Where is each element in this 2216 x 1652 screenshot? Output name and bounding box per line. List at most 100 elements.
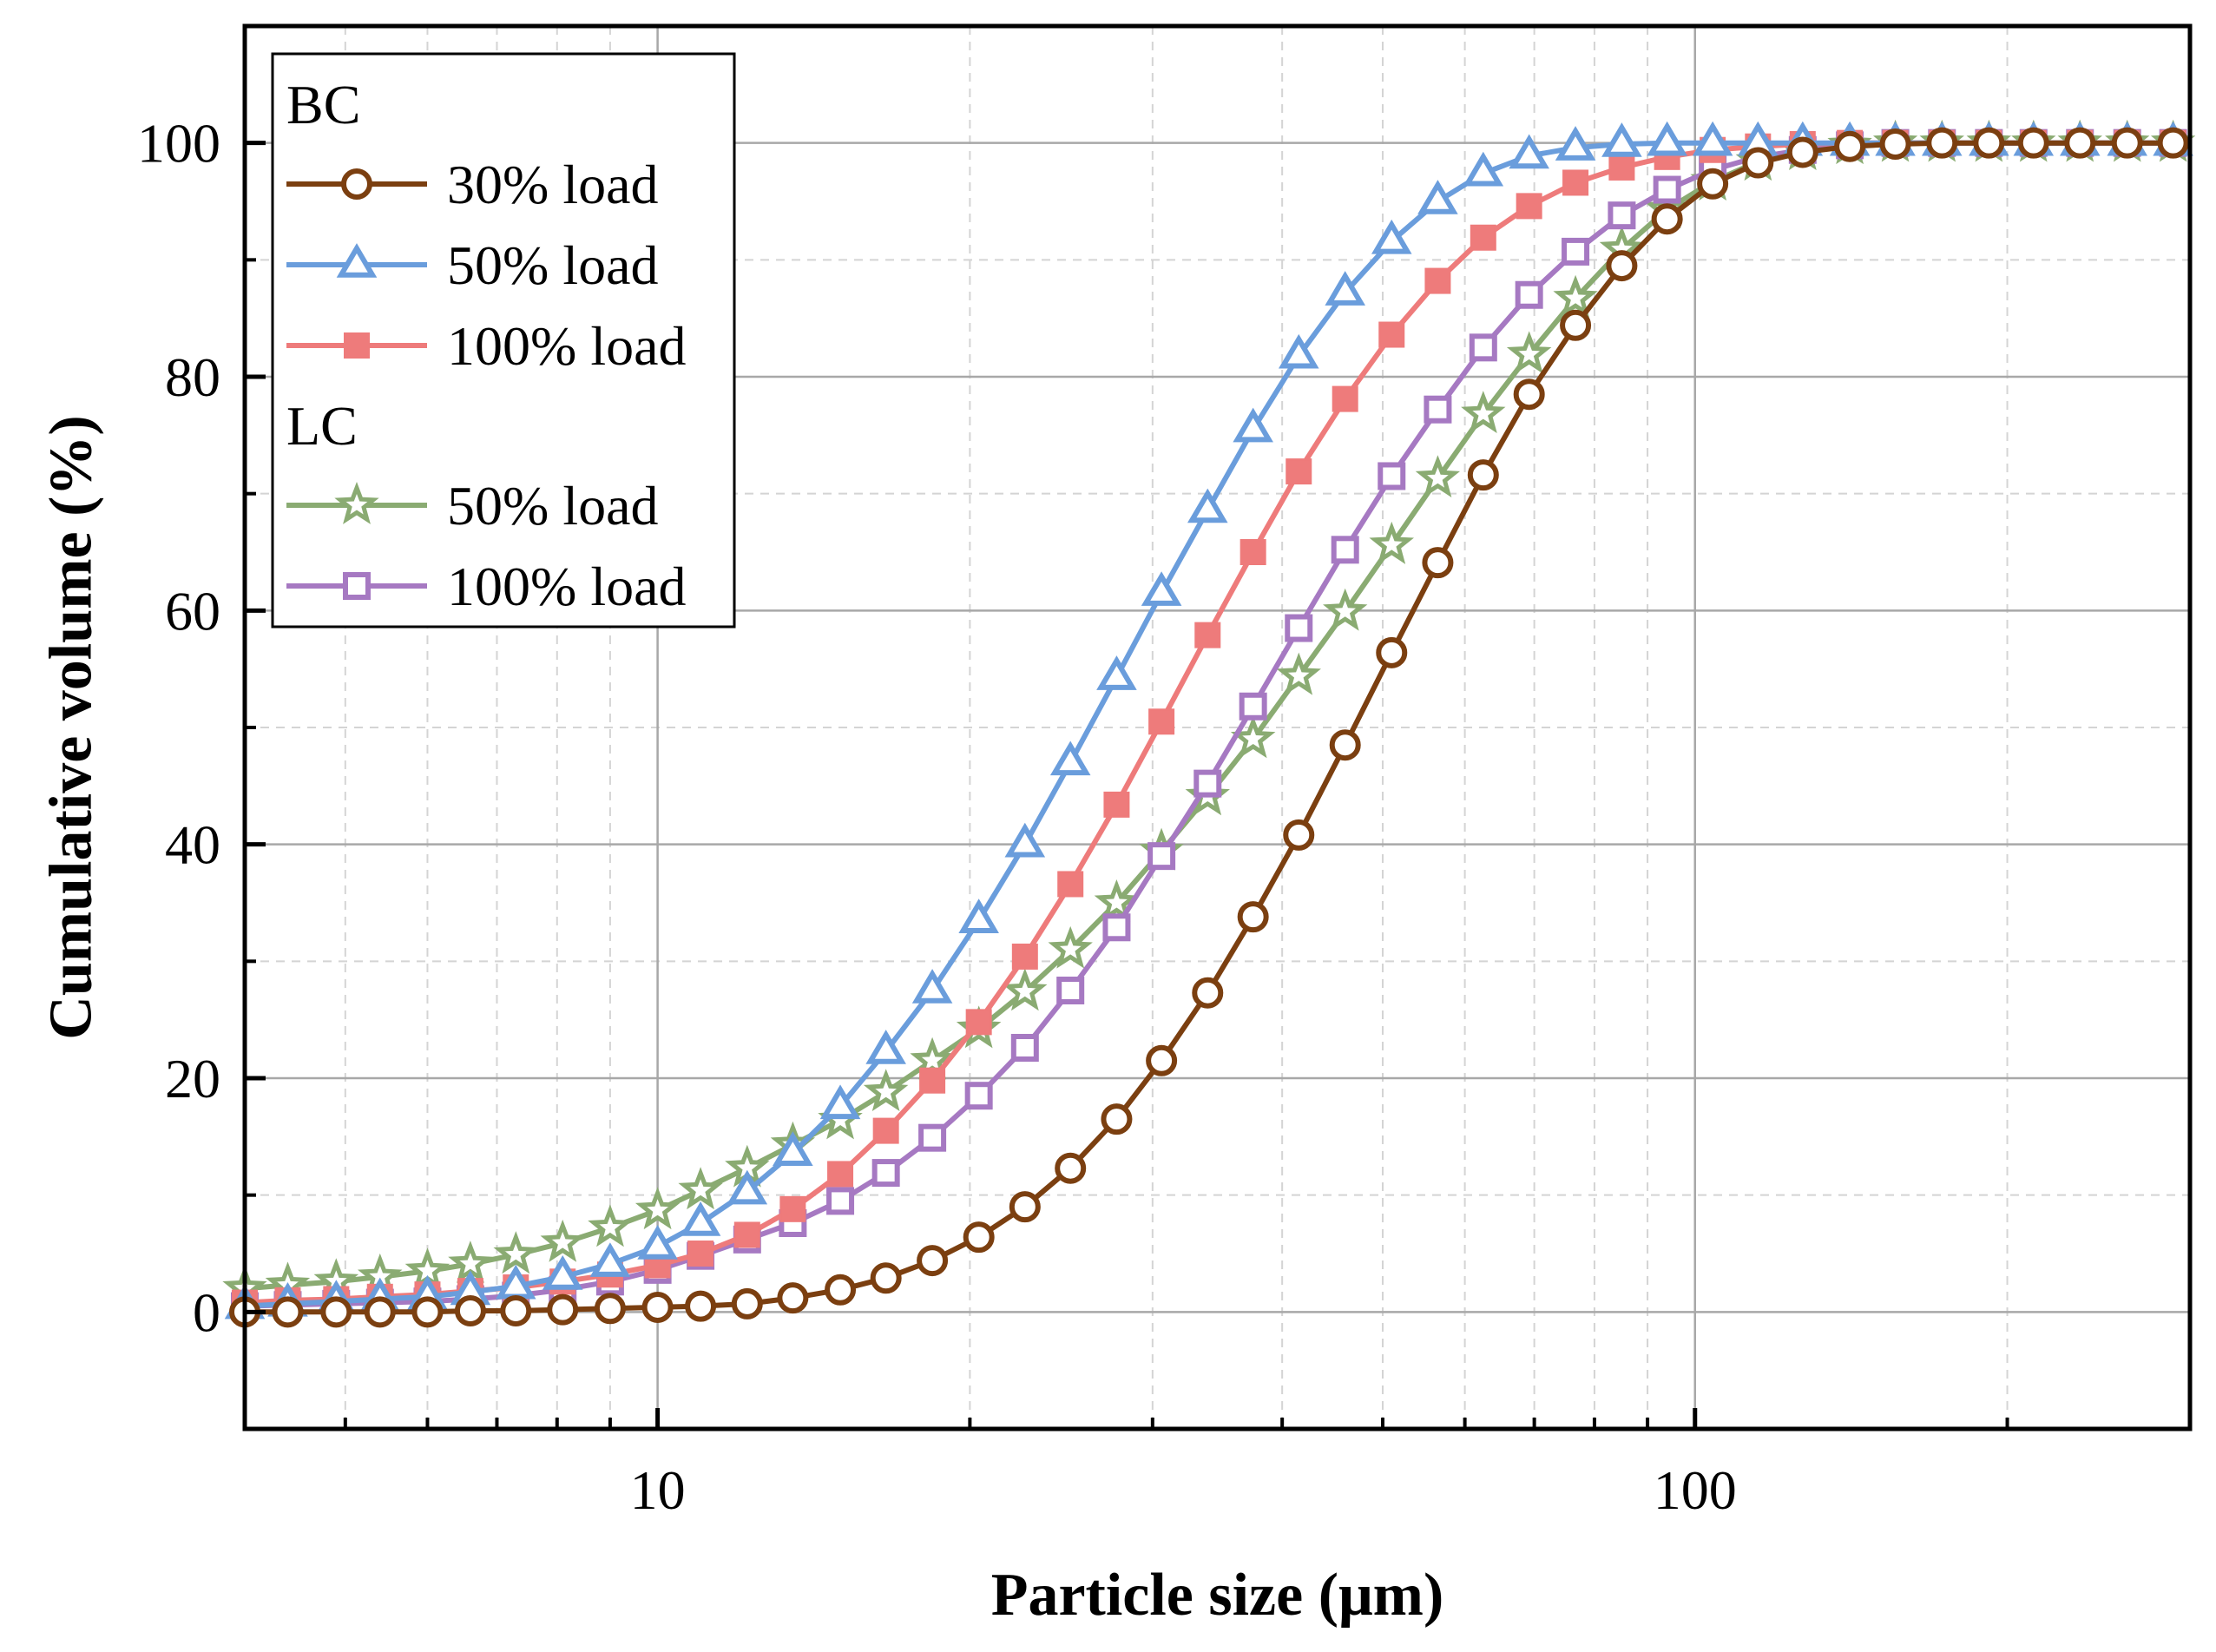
data-point — [827, 1161, 854, 1188]
data-point — [1786, 136, 1818, 168]
data-point — [911, 969, 953, 1004]
data-point — [680, 1201, 721, 1236]
data-point — [588, 1204, 633, 1247]
data-point — [1146, 1044, 1178, 1076]
data-point — [1608, 154, 1635, 181]
data-point — [1879, 128, 1911, 161]
legend-group-title: BC — [286, 74, 360, 135]
data-point — [731, 1287, 763, 1320]
data-point — [1323, 588, 1368, 631]
data-point — [589, 1242, 631, 1277]
data-point — [965, 1009, 992, 1036]
y-tick-label: 60 — [165, 580, 220, 642]
data-point — [2064, 127, 2096, 159]
legend-label: 100% load — [447, 556, 687, 617]
data-point — [1647, 121, 1687, 156]
y-axis-title: Cumulative volume (%) — [38, 415, 105, 1039]
legend-item: 30% load — [286, 154, 659, 215]
data-point — [687, 1241, 714, 1267]
data-point — [1601, 122, 1642, 157]
data-point — [320, 1296, 352, 1328]
y-tick-label: 100 — [137, 113, 220, 174]
data-point — [685, 1290, 717, 1322]
data-point — [1424, 395, 1452, 424]
data-point — [727, 1169, 768, 1205]
data-point — [594, 1293, 626, 1325]
data-point — [1148, 708, 1175, 735]
data-point — [1283, 819, 1315, 851]
data-point — [1653, 175, 1681, 204]
data-point — [1378, 462, 1406, 490]
data-point — [678, 1167, 723, 1210]
data-point — [1973, 127, 2005, 159]
data-point — [411, 1296, 444, 1328]
data-point — [1509, 134, 1549, 169]
y-tick-label: 40 — [165, 814, 220, 876]
data-point — [1141, 571, 1182, 606]
data-point — [1651, 203, 1683, 235]
legend-label: 100% load — [447, 315, 687, 377]
data-point — [733, 1221, 760, 1248]
data-point — [773, 1131, 813, 1166]
data-point — [1424, 267, 1451, 294]
data-point — [1049, 740, 1091, 776]
series-layer — [222, 119, 2196, 1328]
data-point — [641, 1291, 674, 1323]
ticks-layer: 10 100 0 20 40 60 80 100 — [137, 113, 2009, 1521]
legend-item: 50% load — [286, 475, 659, 536]
data-point — [1057, 871, 1084, 898]
data-point — [870, 1262, 902, 1294]
data-point — [825, 1274, 857, 1306]
data-point — [1094, 879, 1140, 922]
data-point — [1697, 168, 1729, 200]
data-point — [1147, 842, 1176, 871]
legend-item: 100% load — [286, 315, 687, 377]
data-point — [1276, 652, 1321, 695]
data-point — [1331, 536, 1359, 564]
data-point — [1325, 271, 1365, 306]
data-point — [2157, 127, 2189, 159]
data-point — [1467, 459, 1499, 491]
data-point — [1192, 977, 1224, 1009]
data-point — [919, 1067, 946, 1094]
legend: BC 30% load 50% load 100% load LC 50% load 100… — [271, 52, 736, 629]
data-point — [1102, 913, 1131, 942]
data-point — [1506, 331, 1552, 374]
data-point — [777, 1282, 809, 1314]
x-axis-title: Particle size (μm) — [991, 1562, 1444, 1629]
data-point — [1369, 521, 1415, 564]
data-point — [1608, 201, 1636, 230]
data-point — [1194, 622, 1221, 648]
data-point — [493, 1231, 539, 1274]
data-point — [336, 243, 378, 278]
data-point — [963, 1221, 995, 1254]
data-point — [1422, 547, 1454, 579]
data-point — [272, 1296, 304, 1328]
data-point — [871, 1159, 900, 1188]
data-point — [2017, 127, 2049, 159]
y-tick-label: 80 — [165, 346, 220, 408]
data-point — [547, 1293, 579, 1326]
data-point — [1056, 977, 1085, 1004]
data-point — [1237, 901, 1269, 933]
data-point — [1048, 925, 1093, 969]
data-point — [1513, 378, 1545, 411]
data-point — [364, 1296, 396, 1328]
data-point — [454, 1294, 486, 1326]
legend-item: 100% load — [286, 556, 687, 617]
data-point — [1463, 151, 1504, 187]
data-point — [1606, 250, 1638, 282]
legend-group-title: LC — [286, 395, 358, 457]
data-point — [2111, 127, 2143, 159]
x-tick-label: 10 — [630, 1459, 686, 1521]
data-point — [540, 1219, 585, 1262]
data-point — [1555, 126, 1596, 161]
data-point — [635, 1187, 681, 1230]
legend-item: 50% load — [286, 234, 659, 296]
data-point — [1562, 237, 1590, 266]
data-point — [863, 1069, 909, 1111]
data-point — [1278, 333, 1319, 369]
data-point — [1103, 791, 1130, 818]
data-point — [1285, 614, 1313, 642]
data-point — [964, 1082, 993, 1110]
